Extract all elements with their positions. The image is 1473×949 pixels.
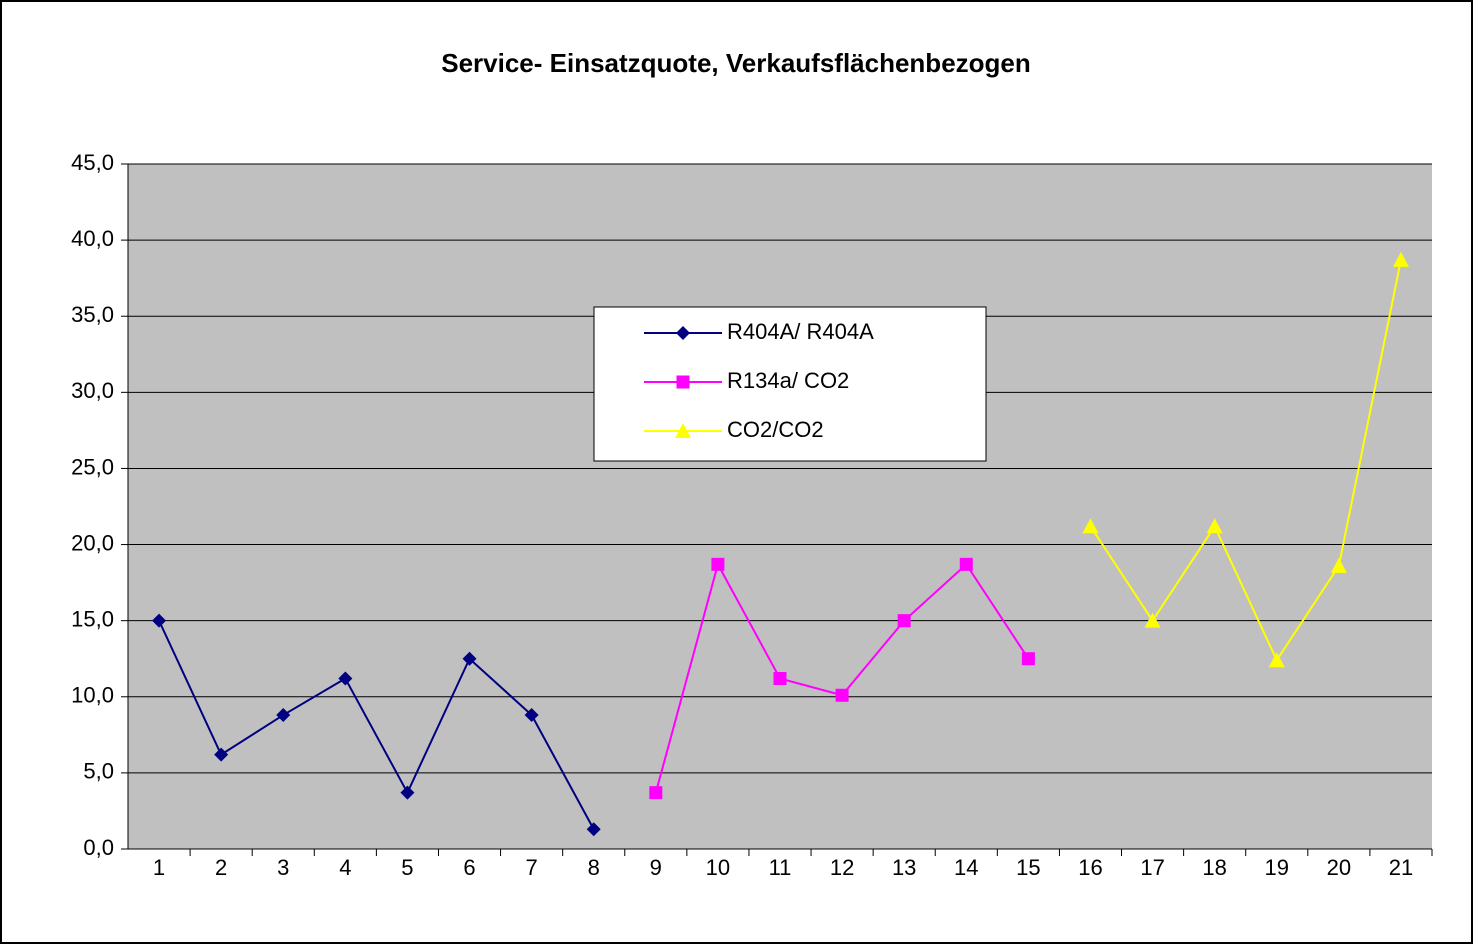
marker bbox=[1268, 652, 1285, 668]
legend-label: R134a/ CO2 bbox=[727, 368, 849, 393]
series-line bbox=[158, 620, 595, 830]
y-tick-label: 10,0 bbox=[71, 683, 114, 708]
x-tick-label: 12 bbox=[830, 855, 854, 880]
marker bbox=[276, 708, 291, 723]
marker bbox=[959, 557, 973, 571]
x-tick-label: 13 bbox=[892, 855, 916, 880]
marker bbox=[1082, 518, 1099, 534]
x-tick-label: 6 bbox=[463, 855, 475, 880]
marker bbox=[524, 708, 539, 723]
chart-title: Service- Einsatzquote, Verkaufsflächenbe… bbox=[441, 48, 1031, 78]
x-tick-label: 3 bbox=[277, 855, 289, 880]
x-tick-label: 2 bbox=[215, 855, 227, 880]
x-tick-label: 19 bbox=[1265, 855, 1289, 880]
marker bbox=[773, 672, 787, 686]
marker bbox=[835, 688, 849, 702]
marker bbox=[214, 747, 229, 762]
marker bbox=[676, 326, 690, 340]
x-tick-label: 15 bbox=[1016, 855, 1040, 880]
y-tick-label: 5,0 bbox=[83, 759, 114, 784]
marker bbox=[1021, 652, 1035, 666]
plot-area bbox=[128, 164, 1432, 849]
x-tick-label: 4 bbox=[339, 855, 351, 880]
marker bbox=[897, 614, 911, 628]
y-tick-label: 20,0 bbox=[71, 530, 114, 555]
y-tick-label: 35,0 bbox=[71, 302, 114, 327]
marker bbox=[1330, 557, 1347, 573]
x-tick-label: 1 bbox=[153, 855, 165, 880]
x-tick-label: 18 bbox=[1202, 855, 1226, 880]
x-tick-label: 8 bbox=[588, 855, 600, 880]
marker bbox=[1392, 251, 1409, 267]
x-tick-label: 20 bbox=[1327, 855, 1351, 880]
marker bbox=[675, 423, 691, 438]
legend-label: R404A/ R404A bbox=[727, 319, 874, 344]
marker bbox=[649, 786, 663, 800]
y-tick-label: 25,0 bbox=[71, 454, 114, 479]
y-tick-label: 45,0 bbox=[71, 150, 114, 175]
x-tick-label: 11 bbox=[769, 855, 792, 880]
x-tick-label: 5 bbox=[401, 855, 413, 880]
marker bbox=[586, 822, 601, 837]
x-tick-label: 14 bbox=[954, 855, 978, 880]
marker bbox=[1144, 612, 1161, 628]
marker bbox=[1206, 518, 1223, 534]
y-tick-label: 30,0 bbox=[71, 378, 114, 403]
x-tick-label: 16 bbox=[1078, 855, 1102, 880]
legend: R404A/ R404A R134a/ CO2 CO2/CO2 bbox=[593, 306, 987, 462]
y-tick-label: 15,0 bbox=[71, 606, 114, 631]
legend-label: CO2/CO2 bbox=[727, 417, 824, 442]
series-line bbox=[1089, 259, 1402, 663]
x-tick-label: 7 bbox=[525, 855, 537, 880]
marker bbox=[711, 557, 725, 571]
marker bbox=[152, 613, 167, 628]
marker bbox=[338, 671, 353, 686]
marker bbox=[462, 651, 477, 666]
x-tick-label: 10 bbox=[706, 855, 730, 880]
marker bbox=[400, 785, 415, 800]
marker bbox=[676, 375, 690, 389]
x-tick-label: 17 bbox=[1140, 855, 1164, 880]
y-tick-label: 0,0 bbox=[83, 835, 114, 860]
x-tick-label: 9 bbox=[650, 855, 662, 880]
x-tick-label: 21 bbox=[1389, 855, 1413, 880]
y-tick-label: 40,0 bbox=[71, 226, 114, 251]
